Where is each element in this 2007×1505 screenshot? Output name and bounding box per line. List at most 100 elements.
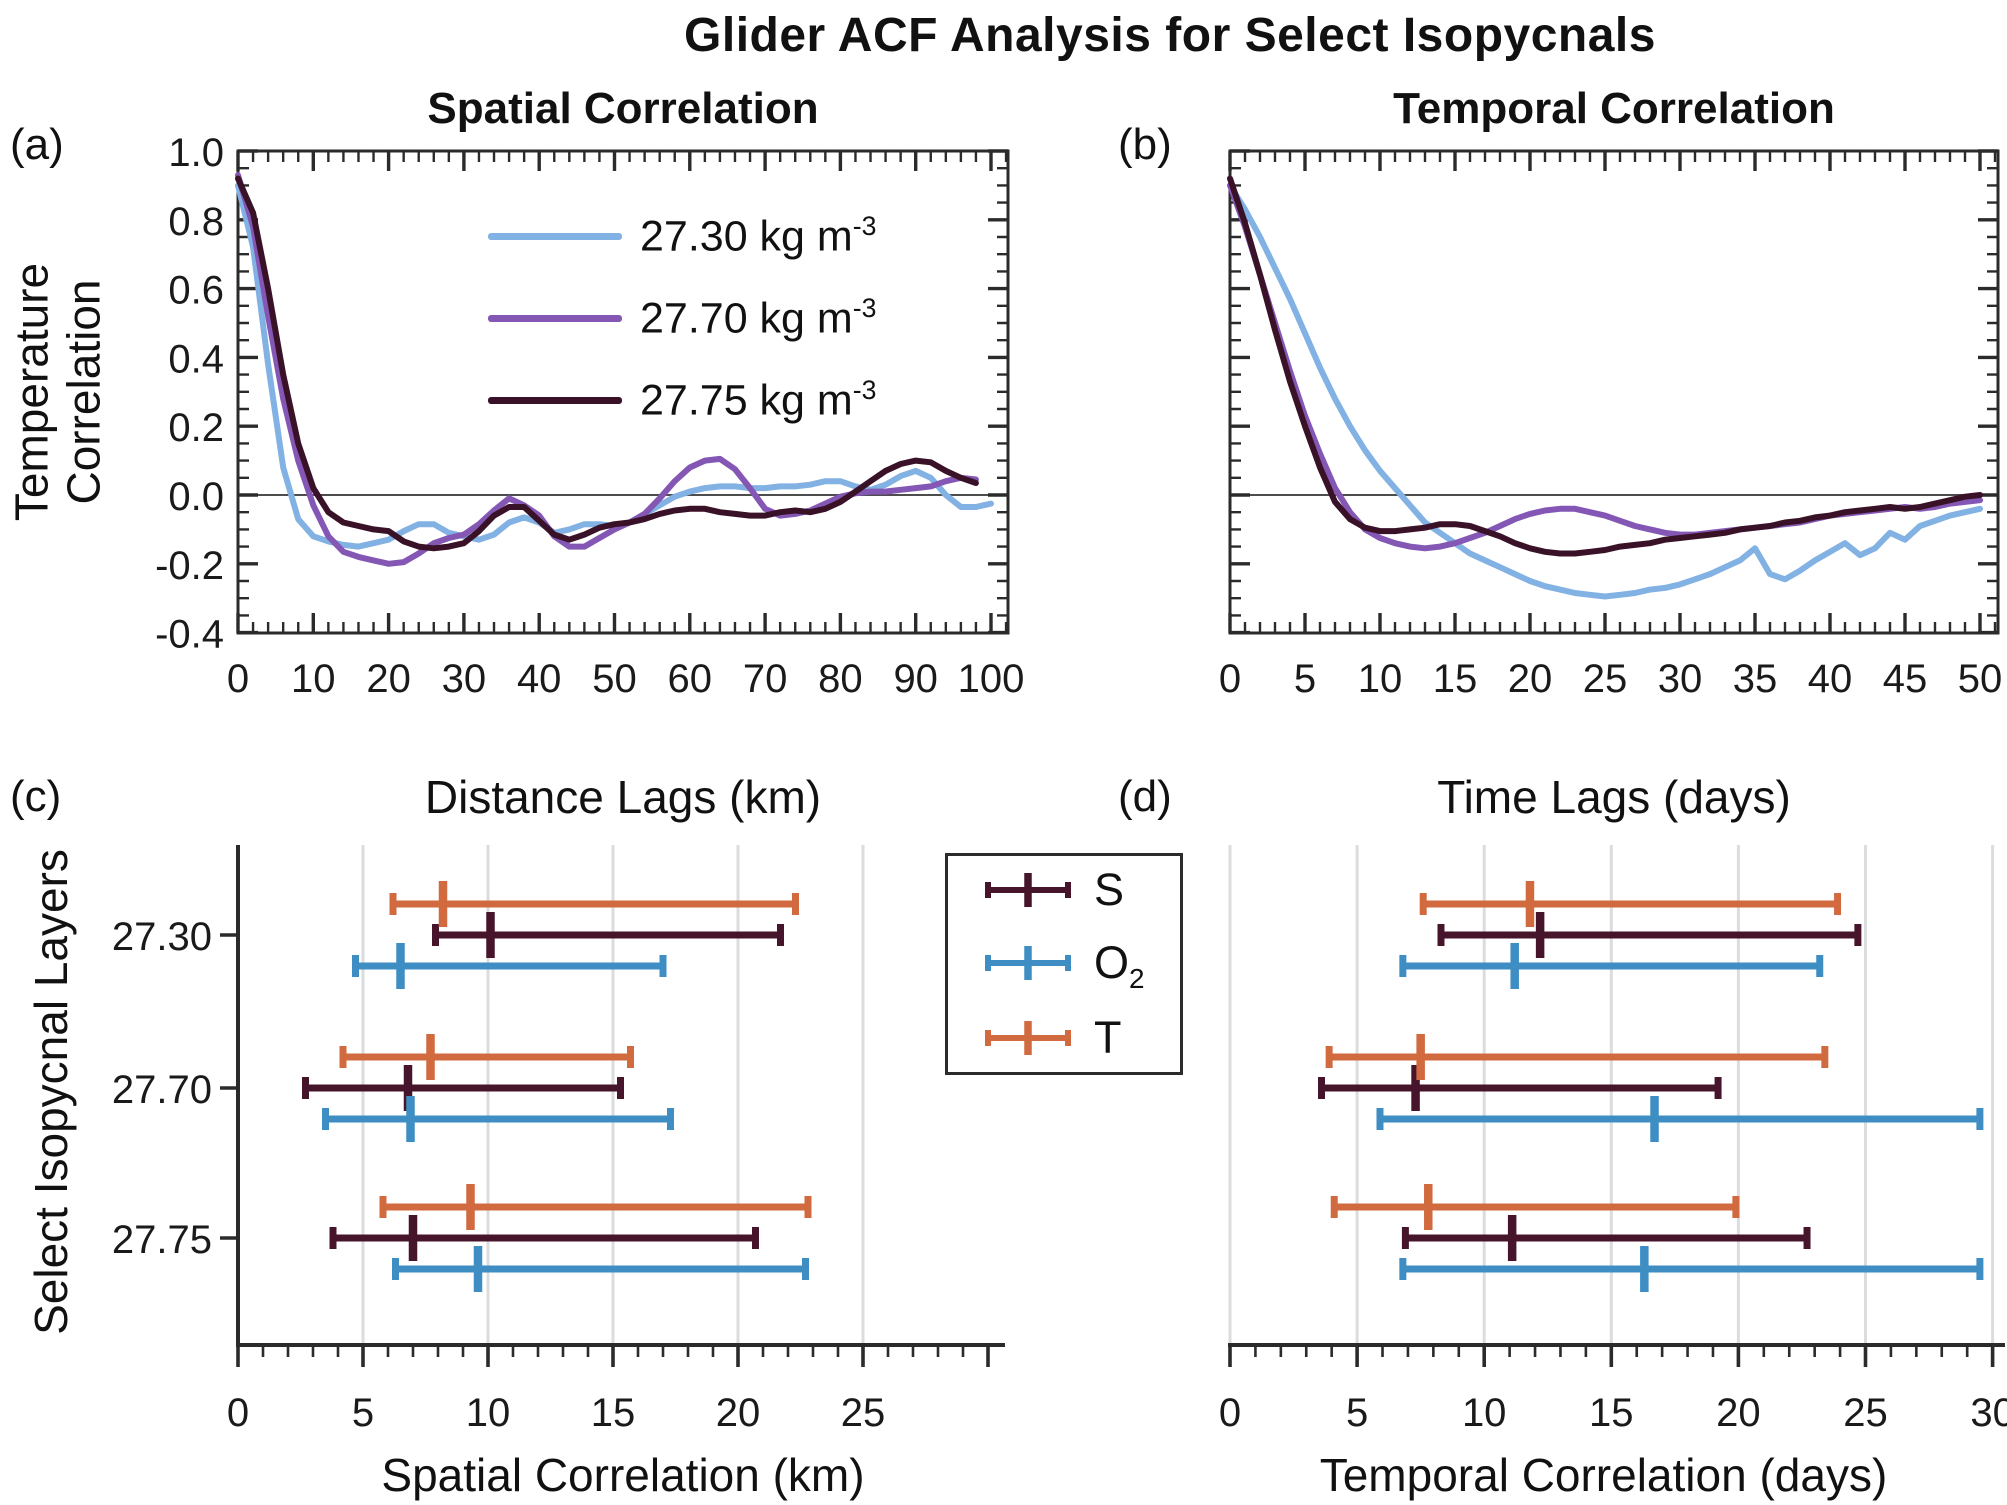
svg-text:10: 10 — [1358, 657, 1403, 701]
legend-label-T: T — [1094, 1012, 1122, 1063]
svg-text:35: 35 — [1733, 657, 1778, 701]
errorbar-T-27.70 — [339, 1034, 634, 1080]
errorbar-T-27.30 — [1419, 881, 1842, 927]
svg-text:20: 20 — [716, 1391, 761, 1435]
svg-text:10: 10 — [1462, 1391, 1507, 1435]
panel-a-title: Spatial Correlation — [427, 84, 819, 133]
legend-item-2730: 27.30 kg m-3 — [488, 195, 876, 277]
errorbar-T-27.75 — [379, 1184, 812, 1230]
svg-text:20: 20 — [1508, 657, 1553, 701]
svg-text:45: 45 — [1883, 657, 1928, 701]
errorbar-O2-27.30 — [1399, 943, 1824, 989]
y-axis-label-temperature-correlation: Temperature Correlation — [5, 262, 109, 522]
x-axis-label-temporal-correlation: Temporal Correlation (days) — [1319, 1449, 1888, 1501]
errorbar-O2-27.75 — [392, 1246, 809, 1292]
panel-temporal_scales: 0 5 10 15 20 25 30 — [1219, 845, 2007, 1435]
legend-label-2770: 27.70 kg m-3 — [640, 292, 877, 343]
ytick-label: 0.0 — [168, 475, 224, 519]
legend-glyph-T — [985, 1021, 1071, 1055]
errorbar-S-27.75 — [1401, 1215, 1811, 1261]
errorbar-S-27.30 — [1437, 912, 1862, 958]
legend-glyph-S — [985, 873, 1071, 907]
errorbar-T-27.30 — [389, 881, 799, 927]
svg-text:5: 5 — [1346, 1391, 1368, 1435]
svg-text:27.30: 27.30 — [112, 915, 212, 959]
panel-b-title: Temporal Correlation — [1393, 84, 1835, 133]
svg-text:20: 20 — [366, 657, 411, 701]
legend-label-S: S — [1094, 864, 1125, 915]
acf-curve-27303 — [1227, 182, 1983, 600]
errorbar-O2-27.30 — [352, 943, 667, 989]
svg-text:10: 10 — [291, 657, 336, 701]
svg-text:27.70: 27.70 — [112, 1068, 212, 1112]
legend-item-2770: 27.70 kg m-3 — [488, 277, 876, 359]
x-axis-label-spatial-correlation: Spatial Correlation (km) — [381, 1449, 865, 1501]
panel-letter-b: (b) — [1118, 120, 1172, 169]
acf-curve-27703 — [1227, 182, 1983, 552]
x-axis-label-time-lags: Time Lags (days) — [1437, 771, 1791, 823]
svg-text:0: 0 — [227, 1391, 249, 1435]
svg-text:60: 60 — [668, 657, 713, 701]
legend-line-swatch-2730 — [488, 232, 622, 240]
ytick-label: 0.2 — [168, 406, 224, 450]
svg-text:27.75: 27.75 — [112, 1218, 212, 1262]
ytick-label: 0.4 — [168, 337, 224, 381]
variable-legend-box: S O2 T — [945, 853, 1183, 1075]
svg-text:70: 70 — [743, 657, 788, 701]
errorbar-S-27.75 — [329, 1215, 759, 1261]
legend-label-2730: 27.30 kg m-3 — [640, 210, 877, 261]
svg-text:30: 30 — [1658, 657, 1703, 701]
y-axis-label-line1: Temperature — [5, 262, 58, 522]
panel-spatial_scales: 27.30 27.70 27.75 0 5 10 15 20 25 — [112, 845, 1005, 1435]
legend-glyph-O2 — [985, 946, 1071, 980]
svg-text:0: 0 — [227, 657, 249, 701]
legend-item-2775: 27.75 kg m-3 — [488, 359, 876, 441]
svg-text:100: 100 — [958, 657, 1025, 701]
svg-text:0: 0 — [1219, 1391, 1241, 1435]
x-axis-label-distance-lags: Distance Lags (km) — [424, 771, 822, 823]
errorbar-O2-27.70 — [322, 1096, 674, 1142]
legend-label-2775: 27.75 kg m-3 — [640, 374, 877, 425]
svg-text:40: 40 — [517, 657, 562, 701]
legend-line-swatch-2775 — [488, 396, 622, 404]
figure-title: Glider ACF Analysis for Select Isopycnal… — [684, 9, 1656, 62]
svg-text:50: 50 — [1958, 657, 2003, 701]
svg-text:40: 40 — [1808, 657, 1853, 701]
svg-text:0: 0 — [1219, 657, 1241, 701]
svg-text:10: 10 — [466, 1391, 511, 1435]
ytick-label: -0.4 — [155, 613, 224, 657]
svg-text:30: 30 — [442, 657, 487, 701]
ytick-label: 1.0 — [168, 131, 224, 175]
svg-text:25: 25 — [1583, 657, 1628, 701]
svg-text:80: 80 — [818, 657, 863, 701]
errorbar-S-27.70 — [302, 1065, 624, 1111]
isopycnal-legend: 27.30 kg m-3 27.70 kg m-3 27.75 kg m-3 — [488, 195, 876, 441]
errorbar-S-27.70 — [1318, 1065, 1722, 1111]
y-axis-label-isopycnal-layers: Select Isopycnal Layers — [25, 849, 78, 1335]
svg-text:5: 5 — [1294, 657, 1316, 701]
svg-text:50: 50 — [592, 657, 637, 701]
svg-text:30: 30 — [1970, 1391, 2007, 1435]
panel-spatial_acf: 0 10 20 30 40 50 60 70 80 90 100 1.0 0.8 0.6 0.4 0.2 0.0… — [155, 131, 1024, 701]
panel-letter-a: (a) — [10, 120, 64, 169]
svg-text:25: 25 — [1843, 1391, 1888, 1435]
svg-text:15: 15 — [1433, 657, 1478, 701]
errorbar-S-27.30 — [432, 912, 784, 958]
svg-text:5: 5 — [352, 1391, 374, 1435]
svg-text:90: 90 — [893, 657, 938, 701]
legend-label-O2: O2 — [1094, 937, 1145, 994]
acf-curve-27753 — [1227, 175, 1983, 557]
ytick-label: 0.8 — [168, 200, 224, 244]
errorbar-T-27.75 — [1330, 1184, 1740, 1230]
y-axis-label-line2: Correlation — [57, 279, 109, 505]
acf-curve-27753 — [235, 175, 979, 552]
errorbar-O2-27.70 — [1376, 1096, 1984, 1142]
ytick-label: -0.2 — [155, 544, 224, 588]
panel-letter-d: (d) — [1118, 772, 1172, 821]
svg-text:15: 15 — [1589, 1391, 1634, 1435]
svg-text:25: 25 — [841, 1391, 886, 1435]
panel-letter-c: (c) — [10, 772, 62, 821]
ytick-label: 0.6 — [168, 269, 224, 313]
